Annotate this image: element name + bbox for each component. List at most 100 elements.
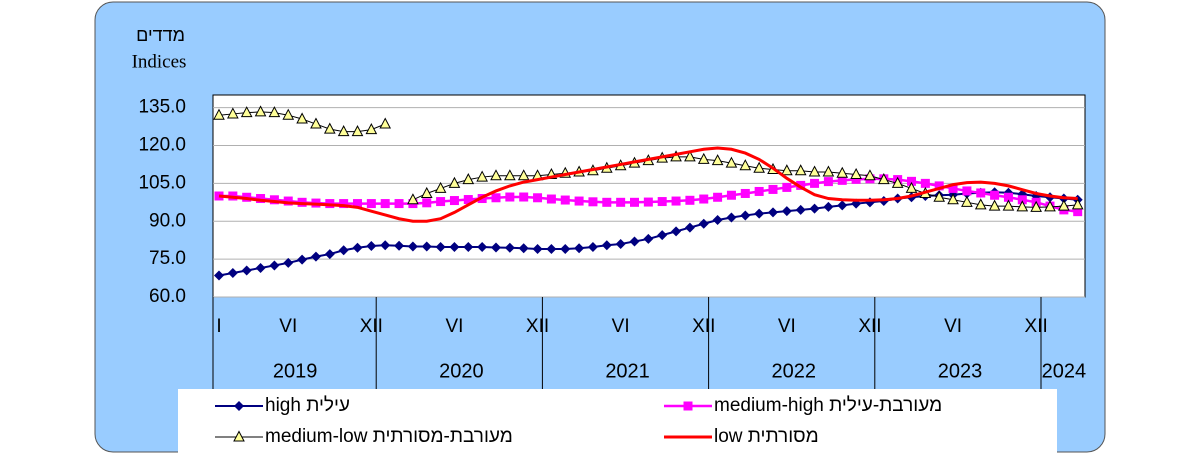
legend-label: high עילית [265, 395, 350, 416]
marker [282, 108, 295, 120]
marker [671, 226, 682, 237]
marker [740, 188, 750, 198]
marker [602, 197, 612, 207]
marker [380, 240, 391, 251]
marker [421, 241, 432, 252]
marker [809, 203, 820, 214]
marker [255, 262, 266, 273]
marker [518, 243, 529, 254]
marker [546, 194, 556, 204]
marker [684, 150, 696, 162]
marker [1044, 200, 1056, 212]
legend-label: medium-high מעורבת-עילית [714, 395, 942, 416]
marker [435, 242, 446, 253]
year-label: 2020 [439, 360, 484, 382]
marker [490, 169, 502, 181]
x-tick-label: XII [692, 316, 715, 337]
marker [685, 195, 695, 205]
marker [339, 199, 349, 209]
x-tick-label: VI [279, 316, 297, 337]
marker [504, 169, 516, 181]
series-line [218, 146, 1078, 223]
marker [961, 195, 973, 207]
marker [794, 164, 807, 176]
marker [448, 176, 461, 188]
marker [810, 178, 820, 188]
marker [934, 181, 944, 191]
y-axis-label-en: Indices [132, 51, 187, 72]
marker [726, 212, 737, 223]
marker [505, 192, 515, 202]
marker [643, 233, 654, 244]
x-tick-label: VI [944, 316, 962, 337]
marker [227, 107, 239, 119]
marker [1071, 198, 1084, 210]
x-tick-label: XII [1025, 316, 1048, 337]
marker [974, 198, 987, 210]
marker [768, 184, 778, 194]
marker [213, 108, 225, 120]
y-tick-label: 90.0 [149, 210, 186, 231]
x-tick-label: I [216, 316, 221, 337]
marker [976, 188, 986, 198]
marker [462, 173, 475, 185]
marker [587, 242, 598, 253]
marker [463, 195, 473, 205]
marker [698, 218, 709, 229]
x-tick-label: VI [612, 316, 630, 337]
marker [436, 197, 446, 207]
marker [768, 207, 778, 218]
marker [283, 196, 293, 206]
marker [268, 106, 281, 118]
marker [352, 242, 363, 253]
marker [574, 243, 585, 254]
marker [379, 117, 392, 129]
marker [657, 197, 667, 207]
marker [808, 165, 821, 177]
marker [725, 156, 738, 168]
marker [781, 206, 792, 217]
marker [394, 240, 405, 251]
marker [629, 236, 640, 247]
marker [712, 214, 723, 225]
marker [711, 154, 724, 166]
marker [697, 152, 710, 164]
marker [366, 240, 377, 251]
marker [254, 105, 267, 117]
marker [420, 186, 433, 198]
marker [630, 197, 639, 207]
marker [310, 117, 322, 129]
marker [781, 164, 793, 176]
legend-label: low מסורתית [714, 426, 819, 447]
marker [366, 199, 376, 209]
marker [351, 125, 364, 137]
marker [297, 254, 308, 265]
marker [504, 242, 515, 253]
marker [726, 190, 736, 200]
marker [338, 245, 349, 256]
marker [1073, 207, 1083, 217]
x-tick-label: XII [526, 316, 549, 337]
x-tick-label: XII [360, 316, 383, 337]
marker [837, 175, 847, 185]
marker [1002, 199, 1015, 211]
marker [990, 190, 1000, 200]
marker [517, 169, 530, 181]
year-label: 2023 [938, 360, 983, 382]
marker [310, 251, 321, 262]
y-axis-label: מדדים [136, 25, 185, 45]
marker [713, 192, 723, 202]
marker [684, 222, 695, 233]
marker [241, 265, 252, 276]
marker [269, 195, 279, 205]
y-tick-label: 120.0 [138, 135, 186, 156]
marker [851, 174, 861, 184]
marker [933, 190, 946, 202]
year-label: 2024 [1042, 360, 1087, 382]
marker [683, 401, 693, 411]
marker [227, 268, 238, 279]
marker [353, 199, 362, 209]
marker [491, 242, 501, 253]
x-tick-label: VI [445, 316, 463, 337]
marker [256, 194, 266, 204]
